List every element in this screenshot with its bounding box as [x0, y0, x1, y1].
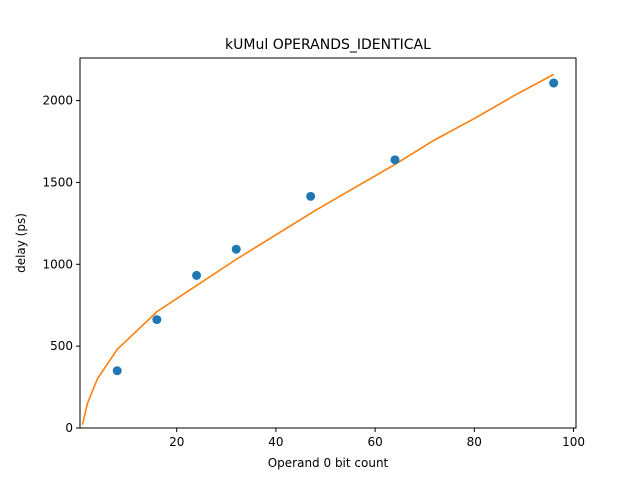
- y-tick-label: 1500: [42, 175, 73, 189]
- x-tick-label: 40: [268, 435, 283, 449]
- data-point: [390, 155, 400, 165]
- chart-title: kUMul OPERANDS_IDENTICAL: [225, 37, 431, 53]
- x-tick-label: 60: [367, 435, 382, 449]
- data-point: [231, 244, 241, 254]
- x-tick-label: 100: [562, 435, 585, 449]
- y-axis: 0 500 1000 1500 2000: [42, 94, 80, 435]
- data-point: [112, 366, 122, 376]
- y-tick-label: 0: [65, 421, 73, 435]
- y-tick-label: 500: [50, 339, 73, 353]
- x-tick-label: 80: [467, 435, 482, 449]
- data-point: [192, 270, 202, 280]
- y-axis-label: delay (ps): [14, 213, 28, 273]
- x-axis-label: Operand 0 bit count: [268, 456, 389, 470]
- axes-frame: [79, 57, 577, 429]
- data-point: [306, 191, 316, 201]
- data-point: [152, 315, 162, 325]
- x-axis: 20 40 60 80 100: [169, 428, 585, 449]
- y-tick-label: 2000: [42, 94, 73, 108]
- fit-line: [81, 73, 555, 425]
- plot-area: [81, 73, 559, 425]
- x-tick-label: 20: [169, 435, 184, 449]
- data-point: [549, 78, 559, 88]
- y-tick-label: 1000: [42, 257, 73, 271]
